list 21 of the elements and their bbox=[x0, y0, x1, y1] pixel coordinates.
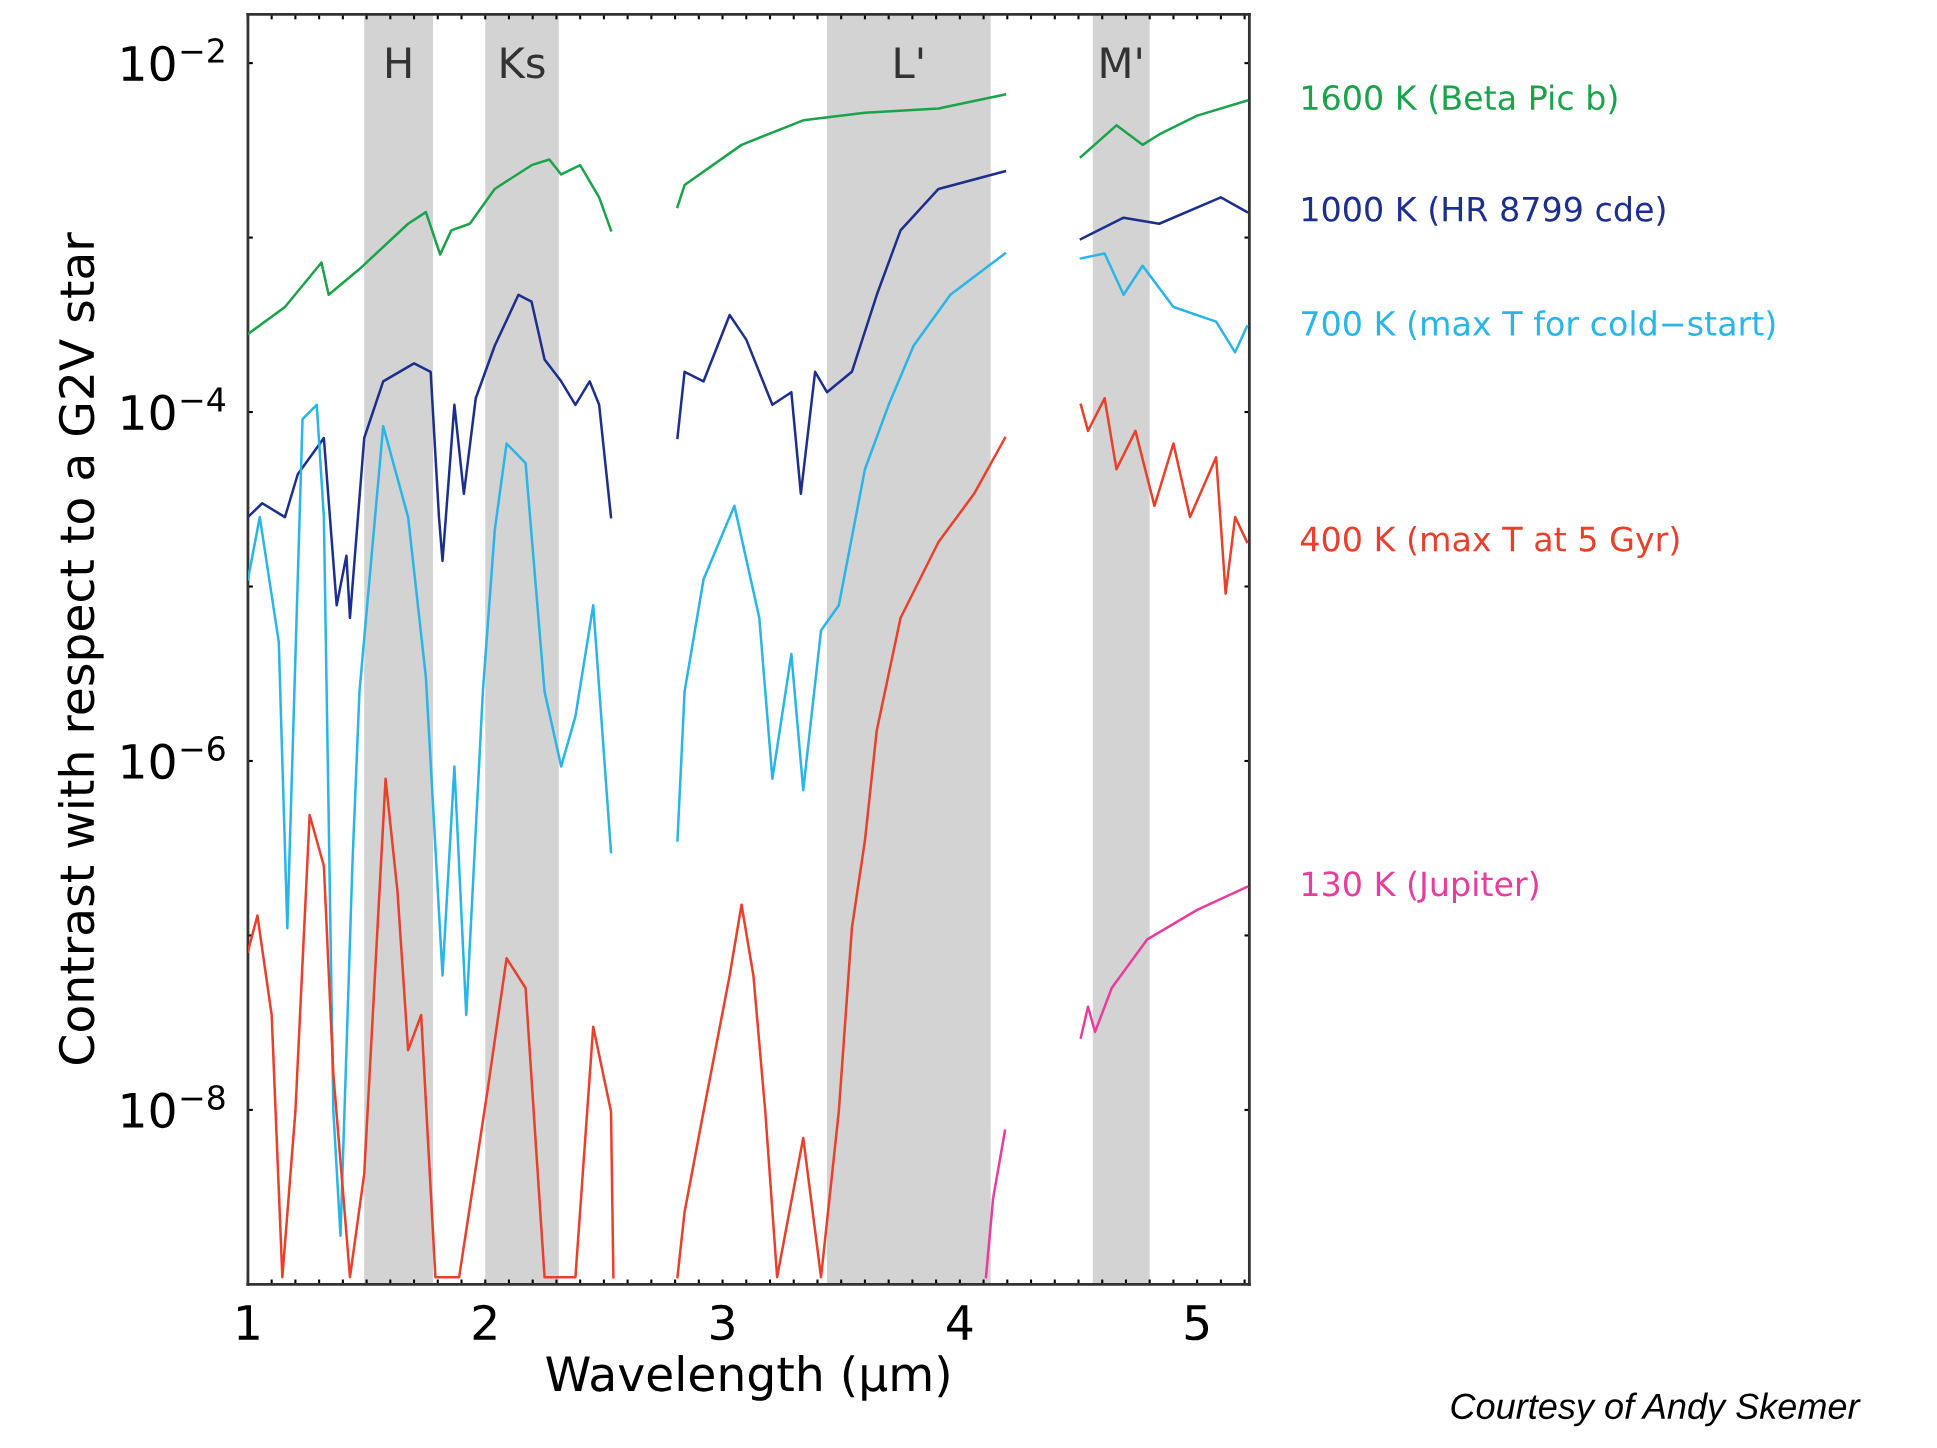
series-label: 130 K (Jupiter) bbox=[1303, 870, 1538, 903]
band-label: Ks bbox=[501, 47, 545, 79]
band-label: M' bbox=[1101, 47, 1141, 78]
band-label: L' bbox=[895, 47, 923, 78]
band-label: H bbox=[387, 47, 411, 78]
text: Courtesy of Andy Skemer bbox=[1451, 1392, 1861, 1427]
series-label: 400 K (max T at 5 Gyr) bbox=[1301, 525, 1679, 559]
y-tick-label: 10$^{−6}$ bbox=[122, 735, 225, 780]
x-axis-title: Wavelength (μm) bbox=[546, 1355, 949, 1401]
x-tick-label: 3 bbox=[711, 1304, 734, 1341]
y-tick-label: 10$^{−8}$ bbox=[122, 1084, 225, 1129]
y-tick-label: 10$^{−4}$ bbox=[122, 387, 225, 431]
y-axis-title: Contrast with respect to a G2V star bbox=[57, 232, 104, 1064]
y-tick-label: 10$^{−2}$ bbox=[122, 38, 224, 82]
x-tick-label: 5 bbox=[1185, 1305, 1209, 1341]
series-label: 1600 K (Beta Pic b) bbox=[1303, 84, 1617, 115]
x-tick-label: 2 bbox=[473, 1304, 496, 1340]
x-tick-label: 1 bbox=[238, 1305, 259, 1340]
series-label: 700 K (max T for cold−start) bbox=[1302, 310, 1775, 340]
x-tick-label: 4 bbox=[947, 1305, 973, 1340]
series-label: 1000 K (HR 8799 cde) bbox=[1303, 195, 1665, 226]
